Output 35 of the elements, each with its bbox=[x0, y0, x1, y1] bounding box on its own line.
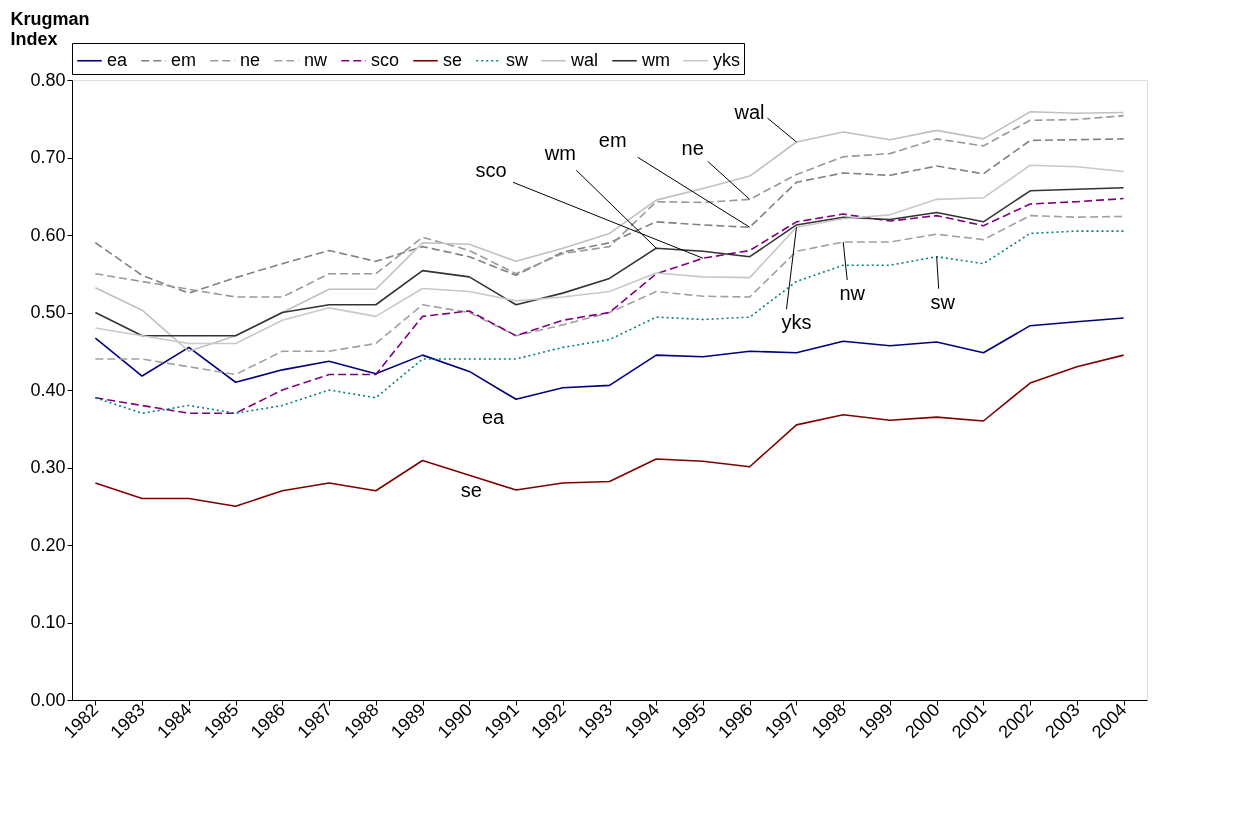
annotation: yks bbox=[781, 311, 812, 334]
legend-label: se bbox=[443, 49, 463, 70]
legend-label: yks bbox=[713, 49, 740, 70]
legend-label: em bbox=[171, 49, 197, 70]
y-tick-label: 0.20 bbox=[30, 534, 66, 555]
annotation: sw bbox=[930, 290, 956, 313]
legend-label: wal bbox=[570, 49, 599, 70]
y-tick-label: 0.30 bbox=[30, 457, 66, 477]
y-tick-label: 0.70 bbox=[30, 147, 66, 167]
annotation: wm bbox=[543, 142, 576, 165]
line-series bbox=[94, 214, 1125, 376]
y-tick-label: 0.60 bbox=[30, 224, 66, 245]
annotation: nw bbox=[839, 281, 866, 304]
legend-label: sco bbox=[371, 49, 400, 70]
legend-label: sw bbox=[506, 49, 529, 70]
line-series bbox=[94, 354, 1125, 508]
y-axis-title: Krugman Index bbox=[10, 8, 90, 49]
legend-label: nw bbox=[304, 49, 329, 70]
line-series bbox=[94, 197, 1125, 415]
line-series bbox=[94, 186, 1125, 337]
y-tick-label: 0.00 bbox=[30, 689, 66, 710]
y-tick-label: 0.40 bbox=[30, 379, 66, 400]
y-tick-label: 0.80 bbox=[30, 69, 66, 90]
annotation: sco bbox=[475, 159, 507, 182]
legend-label: wm bbox=[641, 49, 670, 70]
legend-label: ne bbox=[240, 49, 261, 70]
annotation: wal bbox=[733, 101, 765, 123]
annotation: se bbox=[460, 479, 482, 502]
annotation: ea bbox=[481, 406, 506, 429]
annotation: em bbox=[598, 129, 627, 152]
line-series bbox=[94, 230, 1125, 415]
legend-label: ea bbox=[107, 49, 129, 70]
annotation: ne bbox=[681, 137, 704, 160]
y-tick-label: 0.10 bbox=[30, 612, 66, 632]
y-tick-label: 0.50 bbox=[30, 302, 66, 322]
